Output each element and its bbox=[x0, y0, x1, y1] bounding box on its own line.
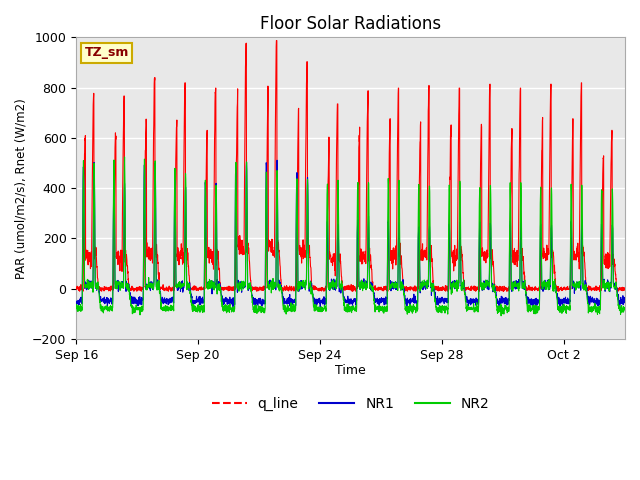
q_line bbox=[272, 106, 280, 112]
NR2 bbox=[121, 154, 129, 160]
NR2 bbox=[126, 291, 134, 297]
NR1 bbox=[621, 296, 629, 302]
NR1 bbox=[194, 296, 202, 302]
NR2 bbox=[272, 280, 280, 286]
NR1 bbox=[368, 281, 376, 287]
q_line bbox=[72, 286, 80, 292]
Text: TZ_sm: TZ_sm bbox=[84, 47, 129, 60]
NR1 bbox=[72, 301, 80, 307]
NR2 bbox=[550, 285, 558, 291]
q_line bbox=[126, 286, 134, 292]
X-axis label: Time: Time bbox=[335, 364, 366, 377]
q_line bbox=[621, 285, 629, 291]
q_line bbox=[194, 285, 202, 291]
q_line bbox=[550, 263, 558, 268]
q_line bbox=[273, 38, 280, 44]
q_line bbox=[159, 287, 166, 292]
NR2 bbox=[621, 307, 629, 312]
NR1 bbox=[159, 294, 166, 300]
NR1 bbox=[616, 305, 623, 311]
NR2 bbox=[497, 313, 505, 319]
Line: NR1: NR1 bbox=[76, 160, 625, 308]
NR2 bbox=[194, 305, 202, 311]
q_line bbox=[76, 288, 83, 294]
q_line bbox=[369, 282, 376, 288]
Line: NR2: NR2 bbox=[76, 157, 625, 316]
Y-axis label: PAR (umol/m2/s), Rnet (W/m2): PAR (umol/m2/s), Rnet (W/m2) bbox=[15, 98, 28, 278]
NR2 bbox=[72, 306, 80, 312]
NR1 bbox=[550, 281, 558, 287]
NR1 bbox=[273, 157, 281, 163]
NR1 bbox=[125, 287, 133, 292]
Title: Floor Solar Radiations: Floor Solar Radiations bbox=[260, 15, 441, 33]
NR2 bbox=[159, 305, 166, 311]
NR2 bbox=[368, 284, 376, 289]
Line: q_line: q_line bbox=[76, 41, 625, 291]
Legend: q_line, NR1, NR2: q_line, NR1, NR2 bbox=[206, 391, 495, 417]
NR1 bbox=[271, 283, 279, 288]
